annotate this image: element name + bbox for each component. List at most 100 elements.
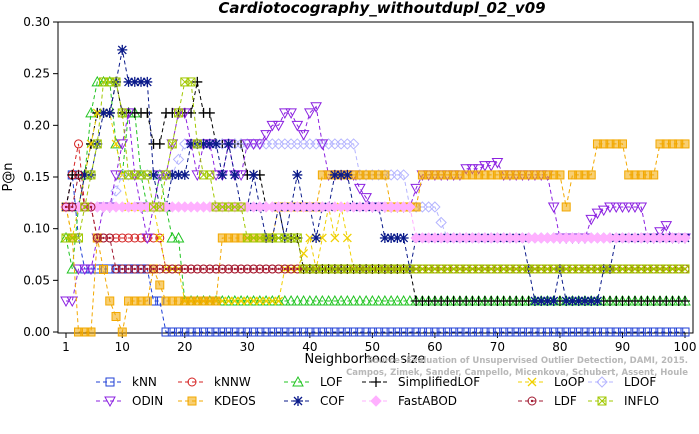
data-point-ldf-center xyxy=(114,267,118,271)
data-point-kdeos xyxy=(680,139,690,149)
legend-item-loop: LoOP xyxy=(518,375,585,389)
data-point-ldf-center xyxy=(189,267,193,271)
data-point-fastabod xyxy=(404,201,416,213)
data-point-loop xyxy=(267,296,277,306)
data-point-ldf xyxy=(149,264,159,274)
data-point-cof xyxy=(223,138,234,149)
watermark-line-2: Campos, Zimek, Sander, Campello, Micenko… xyxy=(346,368,688,378)
data-point-ldf xyxy=(199,264,209,274)
legend: kNN kNNW LOF SimplifiedLOF LoOP LDOF ODIN KDEOS… xyxy=(96,375,659,408)
data-point-knn xyxy=(580,327,590,337)
data-point-ldf-center xyxy=(289,267,293,271)
data-point-inflo-cross xyxy=(111,77,121,87)
data-point-knn xyxy=(524,327,534,337)
data-point-inflo xyxy=(186,77,196,87)
data-point-knn xyxy=(624,327,634,337)
data-point-lof xyxy=(341,294,354,306)
y-tick-label: 0.05 xyxy=(23,273,50,287)
data-point-inflo xyxy=(299,264,309,274)
data-point-knnw xyxy=(124,233,134,243)
data-point-knn xyxy=(630,327,640,337)
legend-label-simplifiedlof: SimplifiedLOF xyxy=(398,375,480,389)
data-point-inflo xyxy=(367,264,377,274)
data-point-knn xyxy=(199,327,209,337)
data-point-ldf-center xyxy=(252,267,255,271)
data-point-inflo xyxy=(561,264,571,274)
data-point-odin xyxy=(354,183,366,195)
data-point-inflo-cross xyxy=(86,170,96,180)
data-point-odin xyxy=(622,202,635,213)
legend-marker-ldf xyxy=(527,396,537,406)
data-point-knn xyxy=(330,327,340,337)
data-point-odin xyxy=(610,202,623,213)
data-point-knn xyxy=(455,327,465,337)
x-tick-label: 30 xyxy=(240,340,255,354)
data-point-odin xyxy=(410,183,422,195)
data-point-knn xyxy=(336,327,346,337)
data-point-odin xyxy=(616,202,629,213)
x-tick-label: 70 xyxy=(490,340,505,354)
data-point-inflo xyxy=(117,108,127,118)
data-point-ldf-center xyxy=(246,267,249,271)
data-point-inflo xyxy=(486,264,496,274)
data-point-knn xyxy=(599,327,609,337)
data-point-ldf xyxy=(286,264,296,274)
data-point-inflo xyxy=(649,264,659,274)
x-tick-label: 10 xyxy=(115,340,130,354)
data-point-cof xyxy=(392,232,403,243)
data-point-knn xyxy=(674,327,684,337)
data-point-inflo xyxy=(324,264,334,274)
data-point-ldf-center xyxy=(177,267,180,271)
data-point-ldf xyxy=(99,233,109,243)
data-point-inflo xyxy=(361,264,371,274)
y-tick-label: 0.15 xyxy=(23,170,50,184)
data-point-ldf-center xyxy=(227,267,230,271)
data-point-fastabod xyxy=(679,232,691,244)
data-point-kdeos xyxy=(86,327,96,337)
data-point-knn xyxy=(505,327,515,337)
data-point-inflo-cross xyxy=(155,202,165,212)
data-point-inflo xyxy=(211,202,221,212)
data-point-knn xyxy=(255,327,265,337)
data-point-ldf-center xyxy=(264,267,268,271)
data-point-knn xyxy=(586,327,596,337)
data-point-odin xyxy=(316,139,329,150)
data-point-ldf xyxy=(211,264,221,274)
data-point-knn xyxy=(592,327,602,337)
data-point-cof xyxy=(548,296,559,306)
data-point-ldof xyxy=(110,185,122,197)
data-point-knn xyxy=(230,327,240,337)
data-point-odin xyxy=(604,202,616,213)
data-point-odin xyxy=(110,170,122,181)
data-point-odin xyxy=(266,120,279,132)
data-point-inflo xyxy=(167,139,177,149)
data-point-knn xyxy=(374,327,384,337)
data-point-knn xyxy=(649,327,659,337)
data-point-knn xyxy=(655,327,665,337)
data-point-lof xyxy=(391,294,404,306)
data-point-simplifiedlof xyxy=(680,296,690,306)
data-point-inflo xyxy=(674,264,684,274)
data-point-cof xyxy=(311,232,322,243)
data-point-inflo xyxy=(217,202,227,212)
data-point-ldf xyxy=(267,264,277,274)
data-point-odin xyxy=(141,233,154,244)
legend-label-lof: LOF xyxy=(320,375,343,389)
data-point-odin xyxy=(247,139,260,150)
data-point-inflo xyxy=(74,233,84,243)
y-tick-label: 0.20 xyxy=(23,118,50,132)
data-point-lof xyxy=(366,294,379,306)
data-point-inflo xyxy=(661,264,671,274)
data-point-knn xyxy=(311,327,321,337)
data-point-inflo xyxy=(536,264,546,274)
data-point-inflo xyxy=(124,170,134,180)
legend-item-cof: COF xyxy=(284,394,345,408)
data-point-lof xyxy=(329,294,341,306)
data-point-inflo xyxy=(236,202,246,212)
data-point-ldf xyxy=(186,264,196,274)
data-point-knn xyxy=(317,327,327,337)
legend-label-knnw: kNNW xyxy=(214,375,251,389)
data-point-cof xyxy=(579,296,590,306)
legend-item-knn: kNN xyxy=(96,375,157,389)
data-point-odin xyxy=(285,108,297,119)
